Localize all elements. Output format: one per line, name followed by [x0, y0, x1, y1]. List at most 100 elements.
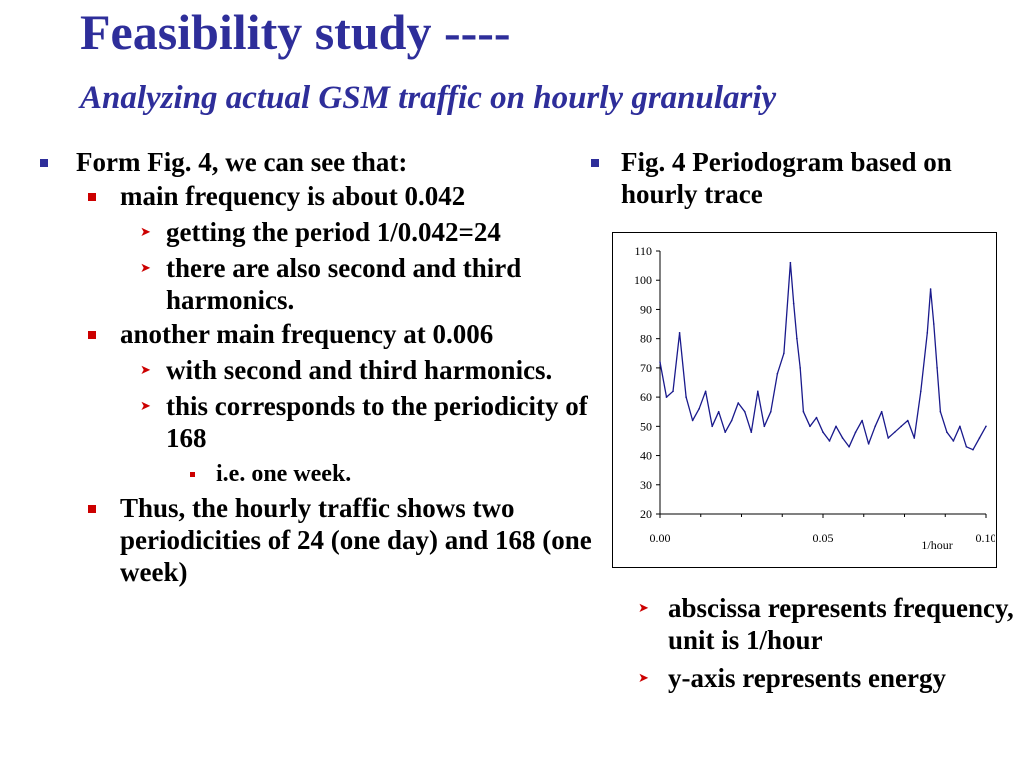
small-square-bullet-icon [190, 472, 195, 477]
data-point [691, 419, 694, 422]
data-point [809, 425, 811, 428]
chevron-bullet-icon: ➤ [140, 399, 151, 414]
x-axis-label: 1/hour [921, 538, 952, 552]
square-bullet-icon [88, 331, 96, 339]
data-point [936, 367, 938, 369]
bullet-text: Form Fig. 4, we can see that: [76, 147, 408, 177]
chart-svg: 20 30 40 50 60 70 80 90 100 110 0.00 0.05 0.10 1/hour [634, 244, 997, 552]
data-point [717, 410, 720, 413]
note-item: ➤ abscissa represents frequency, unit is… [638, 592, 1018, 656]
data-point [835, 425, 837, 428]
bullet-level3: ➤ this corresponds to the periodicity of… [30, 390, 600, 454]
data-point [685, 396, 687, 398]
data-point [900, 425, 903, 428]
note-item: ➤ y-axis represents energy [638, 662, 1018, 694]
chevron-bullet-icon: ➤ [140, 363, 151, 378]
data-point [789, 261, 792, 264]
data-point [822, 431, 824, 433]
chart-notes: ➤ abscissa represents frequency, unit is… [638, 592, 1018, 700]
data-point [972, 448, 974, 451]
data-point [724, 431, 726, 433]
bullet-level2: main frequency is about 0.042 [30, 180, 600, 212]
bullet-text: i.e. one week. [216, 461, 352, 487]
data-point [815, 416, 818, 419]
bullet-level4: i.e. one week. [30, 458, 600, 490]
chevron-bullet-icon: ➤ [638, 601, 649, 616]
data-point [854, 431, 857, 433]
data-point [763, 425, 766, 428]
x-tick-label: 0.00 [650, 531, 671, 545]
y-tick-label: 70 [640, 361, 652, 375]
data-point [933, 323, 935, 325]
bullet-level3: ➤ there are also second and third harmon… [30, 252, 600, 316]
x-tick-label: 0.10 [976, 531, 996, 545]
data-point [730, 419, 733, 422]
data-point [737, 402, 740, 404]
data-point [848, 445, 850, 448]
data-point [893, 431, 896, 433]
caption-text: Fig. 4 Periodogram based on hourly trace [621, 147, 952, 209]
y-tick-label: 110 [634, 244, 652, 258]
data-point [929, 288, 932, 290]
data-point [802, 410, 805, 413]
bullet-level1: Form Fig. 4, we can see that: [30, 146, 600, 178]
data-point [874, 425, 876, 428]
bullet-text: another main frequency at 0.006 [120, 319, 494, 349]
data-point [743, 410, 746, 413]
y-tick-label: 30 [640, 478, 652, 492]
chevron-bullet-icon: ➤ [638, 671, 649, 686]
data-point [906, 419, 909, 422]
data-point [665, 396, 668, 398]
data-point [985, 425, 987, 428]
bullet-text: getting the period 1/0.042=24 [166, 217, 501, 247]
data-point [799, 367, 801, 369]
data-point [841, 437, 844, 439]
bullet-text: main frequency is about 0.042 [120, 181, 466, 211]
data-point [776, 372, 779, 375]
data-point [757, 390, 759, 393]
bullet-level2: Thus, the hourly traffic shows two perio… [30, 492, 600, 588]
data-point [792, 302, 795, 305]
data-point [704, 390, 707, 393]
chevron-bullet-icon: ➤ [140, 261, 151, 276]
square-bullet-icon [88, 505, 96, 513]
slide-subtitle: Analyzing actual GSM traffic on hourly g… [80, 80, 777, 116]
y-tick-label: 60 [640, 390, 652, 404]
periodogram-chart: 20 30 40 50 60 70 80 90 100 110 0.00 0.05 0.10 1/hour [612, 232, 997, 568]
series-line [659, 262, 987, 451]
data-point [783, 352, 785, 355]
y-tick-label: 100 [634, 273, 652, 287]
bullet-text: Thus, the hourly traffic shows two perio… [120, 493, 592, 587]
square-bullet-icon [591, 159, 599, 167]
y-tick-label: 40 [640, 449, 652, 463]
data-point [861, 419, 863, 422]
square-bullet-icon [88, 193, 96, 201]
data-point [978, 437, 981, 439]
note-text: abscissa represents frequency, unit is 1… [668, 593, 1014, 655]
data-point [867, 443, 870, 445]
data-point [939, 410, 942, 413]
slide-title: Feasibility study ---- [80, 4, 511, 60]
x-tick-label: 0.05 [813, 531, 834, 545]
data-point [926, 332, 929, 334]
chevron-bullet-icon: ➤ [140, 225, 151, 240]
bullet-level2: another main frequency at 0.006 [30, 318, 600, 350]
right-column: Fig. 4 Periodogram based on hourly trace [585, 146, 1015, 210]
data-point [796, 337, 798, 340]
y-tick-label: 50 [640, 419, 652, 433]
data-point [920, 390, 922, 393]
data-point [952, 440, 955, 442]
data-point [750, 431, 753, 433]
bullet-level3: ➤ with second and third harmonics. [30, 354, 600, 386]
bullet-text: there are also second and third harmonic… [166, 253, 522, 315]
data-point [678, 332, 681, 334]
left-column: Form Fig. 4, we can see that: main frequ… [30, 146, 600, 588]
data-point [659, 361, 661, 363]
data-point [711, 425, 713, 428]
data-point [887, 437, 889, 439]
data-point [946, 431, 948, 433]
note-text: y-axis represents energy [668, 663, 946, 693]
figure-caption: Fig. 4 Periodogram based on hourly trace [585, 146, 1015, 210]
bullet-text: with second and third harmonics. [166, 355, 553, 385]
data-point [828, 440, 831, 442]
